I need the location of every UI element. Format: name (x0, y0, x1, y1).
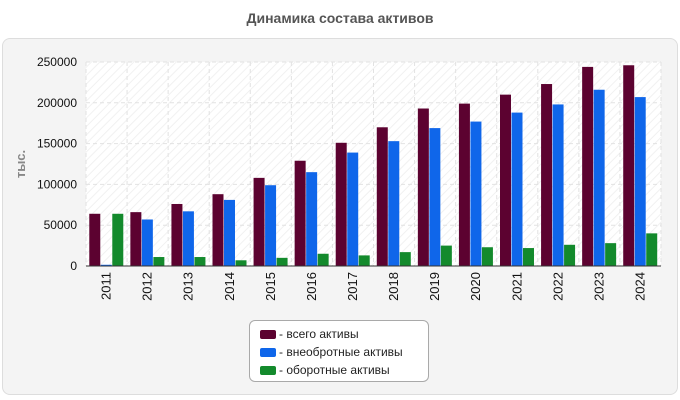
legend-swatch-total (260, 329, 276, 339)
chart-title: Динамика состава активов (246, 10, 434, 26)
x-tick-label: 2022 (550, 272, 565, 301)
bar-2014-series-2 (235, 260, 247, 266)
bar-2012-series-2 (153, 257, 165, 266)
x-tick-label: 2021 (509, 272, 524, 301)
bar-2011-series-0 (89, 213, 101, 266)
x-tick-label: 2014 (222, 272, 237, 301)
bar-2020-series-0 (458, 103, 470, 266)
bars (89, 65, 658, 267)
bar-2018-series-1 (388, 141, 400, 266)
legend-swatch-noncurrent (260, 347, 276, 357)
bar-2017-series-0 (335, 142, 347, 266)
y-tick-label: 150000 (37, 137, 77, 151)
bar-2017-series-1 (347, 152, 359, 266)
y-tick-label: 100000 (37, 177, 77, 191)
bar-2017-series-2 (358, 255, 370, 266)
bar-2024-series-0 (623, 65, 635, 266)
y-tick-label: 250000 (37, 55, 77, 69)
legend-item-noncurrent: - внеобротные активы (260, 343, 428, 361)
bar-2019-series-0 (417, 108, 429, 267)
y-tick-labels: 0 50000 100000 150000 200000 250000 (37, 55, 77, 273)
x-tick-label: 2013 (181, 272, 196, 301)
bar-2020-series-2 (481, 247, 493, 266)
y-tick-label: 0 (70, 259, 77, 273)
legend-label-noncurrent: - внеобротные активы (279, 345, 403, 359)
bar-2024-series-2 (646, 233, 658, 266)
bar-2018-series-0 (376, 127, 388, 266)
bar-2019-series-1 (429, 128, 441, 266)
bar-2023-series-1 (593, 89, 605, 266)
bar-2015-series-2 (276, 257, 288, 266)
bar-2022-series-2 (564, 244, 576, 266)
bar-2021-series-1 (511, 112, 523, 266)
legend-label-current: - оборотные активы (279, 363, 390, 377)
legend-item-current: - оборотные активы (260, 361, 428, 379)
bar-2012-series-1 (141, 219, 153, 266)
x-tick-label: 2019 (427, 272, 442, 301)
bar-2011-series-1 (100, 264, 112, 266)
bar-2013-series-1 (182, 211, 194, 266)
x-tick-label: 2016 (304, 272, 319, 301)
bar-2023-series-0 (582, 66, 594, 267)
legend-label-total: - всего активы (279, 327, 359, 341)
bar-2014-series-0 (212, 194, 224, 266)
bar-2022-series-1 (552, 104, 564, 266)
bar-2021-series-0 (500, 94, 511, 266)
x-tick-label: 2015 (263, 272, 278, 301)
y-tick-label: 200000 (37, 96, 77, 110)
bar-2022-series-0 (541, 84, 553, 266)
legend-swatch-current (260, 365, 276, 375)
bar-2021-series-2 (523, 248, 534, 266)
bar-2020-series-1 (470, 121, 482, 267)
legend-item-total: - всего активы (260, 325, 428, 343)
gridlines (85, 61, 662, 266)
bar-2023-series-2 (605, 243, 617, 266)
bar-2016-series-1 (306, 172, 318, 266)
y-axis-label: тыс. (13, 150, 28, 178)
bar-2016-series-2 (317, 253, 329, 266)
x-tick-label: 2020 (468, 272, 483, 301)
x-tick-label: 2012 (140, 272, 155, 301)
bar-2013-series-0 (171, 203, 183, 266)
x-tick-label: 2018 (386, 272, 401, 301)
x-tick-label: 2024 (632, 272, 647, 301)
x-tick-label: 2011 (99, 272, 114, 300)
bar-2012-series-0 (130, 212, 142, 266)
y-tick-label: 50000 (44, 218, 78, 232)
bar-2014-series-1 (224, 199, 235, 266)
bar-2013-series-2 (194, 257, 206, 266)
bar-2015-series-1 (265, 185, 277, 266)
x-tick-labels: 2011 2012 2013 2014 2015 2016 2017 2018 2019 2020… (99, 272, 648, 301)
x-tick-label: 2023 (591, 272, 606, 301)
bar-2019-series-2 (440, 245, 452, 266)
bar-2016-series-0 (294, 160, 306, 266)
bar-2024-series-1 (634, 97, 646, 266)
x-tick-label: 2017 (345, 272, 360, 301)
legend: - всего активы - внеобротные активы - об… (249, 320, 429, 382)
bar-2015-series-0 (253, 177, 265, 266)
bar-2018-series-2 (399, 252, 411, 266)
bar-2011-series-2 (112, 213, 124, 266)
